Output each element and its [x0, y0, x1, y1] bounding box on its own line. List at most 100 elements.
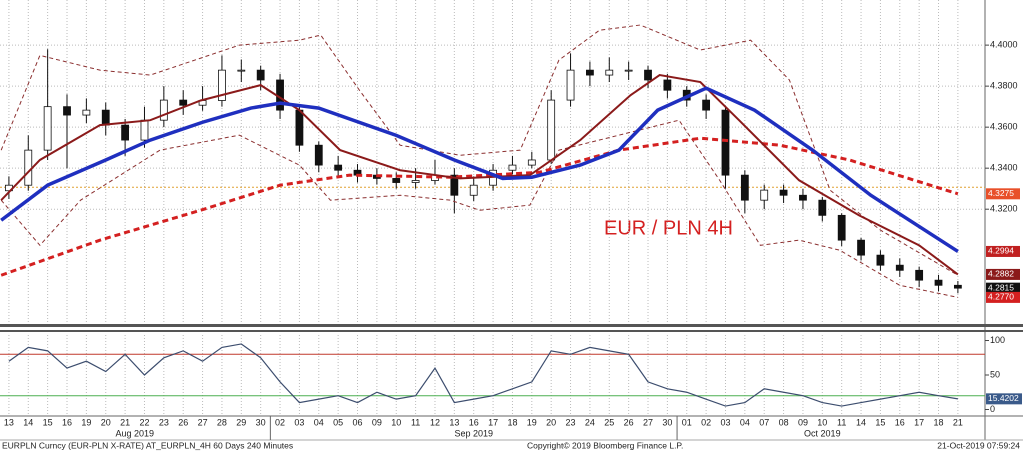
x-tick-label: 27 [643, 417, 653, 427]
candle-body [63, 106, 71, 116]
oscillator-line [8, 343, 958, 407]
candle-body [24, 149, 33, 186]
price-marker [986, 291, 1020, 303]
x-tick-label: 18 [934, 417, 944, 427]
x-tick-label: 06 [353, 417, 363, 427]
x-tick-label: 14 [856, 417, 866, 427]
candle-body [508, 164, 517, 171]
candle-body [295, 109, 304, 146]
candle-body [779, 189, 788, 196]
price-marker [986, 188, 1020, 200]
candle-body [334, 164, 343, 171]
x-tick-label: 23 [566, 417, 576, 427]
candle-body [527, 159, 536, 166]
candle-body [605, 69, 614, 76]
indicator-line [0, 136, 959, 277]
candle-body [702, 99, 711, 111]
x-tick-label: 09 [372, 417, 382, 427]
x-tick-label: 03 [294, 417, 304, 427]
price-marker-label: 4.2994 [988, 246, 1014, 256]
x-tick-label: 05 [333, 417, 343, 427]
price-marker-label: 4.3275 [988, 188, 1014, 198]
x-tick-label: 15 [875, 417, 885, 427]
x-tick-label: 20 [546, 417, 556, 427]
x-tick-label: 28 [217, 417, 227, 427]
x-tick-label: 17 [488, 417, 498, 427]
x-tick-label: 12 [430, 417, 440, 427]
month-label: Oct 2019 [804, 428, 841, 438]
candle-body [721, 109, 730, 176]
y-tick-label: 0 [990, 404, 995, 414]
candle-body [760, 189, 769, 201]
candle-body [857, 239, 865, 256]
month-label: Sep 2019 [454, 428, 493, 438]
x-tick-label: 22 [139, 417, 149, 427]
month-label: Aug 2019 [116, 428, 155, 438]
price-marker [986, 282, 1020, 294]
candle-body [450, 174, 459, 196]
candle-body [953, 284, 962, 289]
price-marker [986, 245, 1020, 257]
oscillator-marker [986, 393, 1022, 405]
candle-body [740, 174, 749, 201]
footer-right: 21-Oct-2019 07:59:24 [937, 440, 1020, 450]
x-tick-label: 26 [624, 417, 634, 427]
candle-body [256, 69, 265, 81]
candle-body [82, 109, 91, 116]
candle-body [179, 99, 188, 106]
x-tick-label: 10 [817, 417, 827, 427]
x-tick-label: 11 [837, 417, 846, 427]
x-tick-label: 21 [953, 417, 963, 427]
x-tick-label: 02 [275, 417, 285, 427]
x-tick-label: 16 [62, 417, 72, 427]
candle-body [314, 144, 323, 166]
y-tick-label: 4.4000 [990, 39, 1018, 49]
x-tick-label: 18 [507, 417, 517, 427]
x-tick-label: 04 [314, 417, 324, 427]
x-tick-label: 08 [779, 417, 789, 427]
candle-body [237, 69, 246, 72]
candle-body [915, 269, 924, 281]
x-tick-label: 30 [256, 417, 266, 427]
price-marker-label: 4.2770 [988, 292, 1014, 302]
x-tick-label: 14 [23, 417, 33, 427]
indicator-line [0, 119, 958, 298]
x-tick-label: 09 [798, 417, 808, 427]
candle-body [566, 69, 575, 101]
x-tick-label: 13 [4, 417, 14, 427]
candle-body [218, 69, 226, 101]
candle-body [159, 99, 168, 121]
x-tick-label: 19 [81, 417, 91, 427]
x-tick-label: 16 [895, 417, 905, 427]
annotation: EUR / PLN 4H [604, 217, 733, 239]
x-tick-label: 16 [469, 417, 479, 427]
candle-body [469, 184, 478, 196]
candle-body [934, 279, 943, 286]
x-tick-label: 23 [159, 417, 169, 427]
candle-body [101, 109, 110, 126]
x-tick-label: 29 [236, 417, 246, 427]
candle-body [818, 199, 827, 216]
x-tick-label: 20 [101, 417, 111, 427]
candle-body [547, 99, 556, 161]
x-tick-label: 13 [449, 417, 459, 427]
candle-body [411, 180, 420, 183]
x-tick-label: 15 [43, 417, 53, 427]
y-tick-label: 50 [990, 369, 1000, 379]
panel-separator [0, 330, 1023, 332]
y-tick-label: 4.3600 [990, 122, 1018, 132]
x-tick-label: 27 [198, 417, 208, 427]
candle-body [586, 69, 594, 76]
x-tick-label: 04 [740, 417, 750, 427]
x-tick-label: 02 [701, 417, 711, 427]
x-tick-label: 21 [120, 417, 130, 427]
candle-body [121, 124, 130, 141]
candle-body [799, 194, 807, 201]
price-marker-label: 4.2815 [988, 282, 1014, 292]
indicator-line [0, 86, 959, 253]
indicator-line [0, 24, 959, 276]
candle-body [663, 79, 672, 91]
panel-separator [0, 324, 1023, 327]
y-tick-label: 100 [990, 335, 1005, 345]
